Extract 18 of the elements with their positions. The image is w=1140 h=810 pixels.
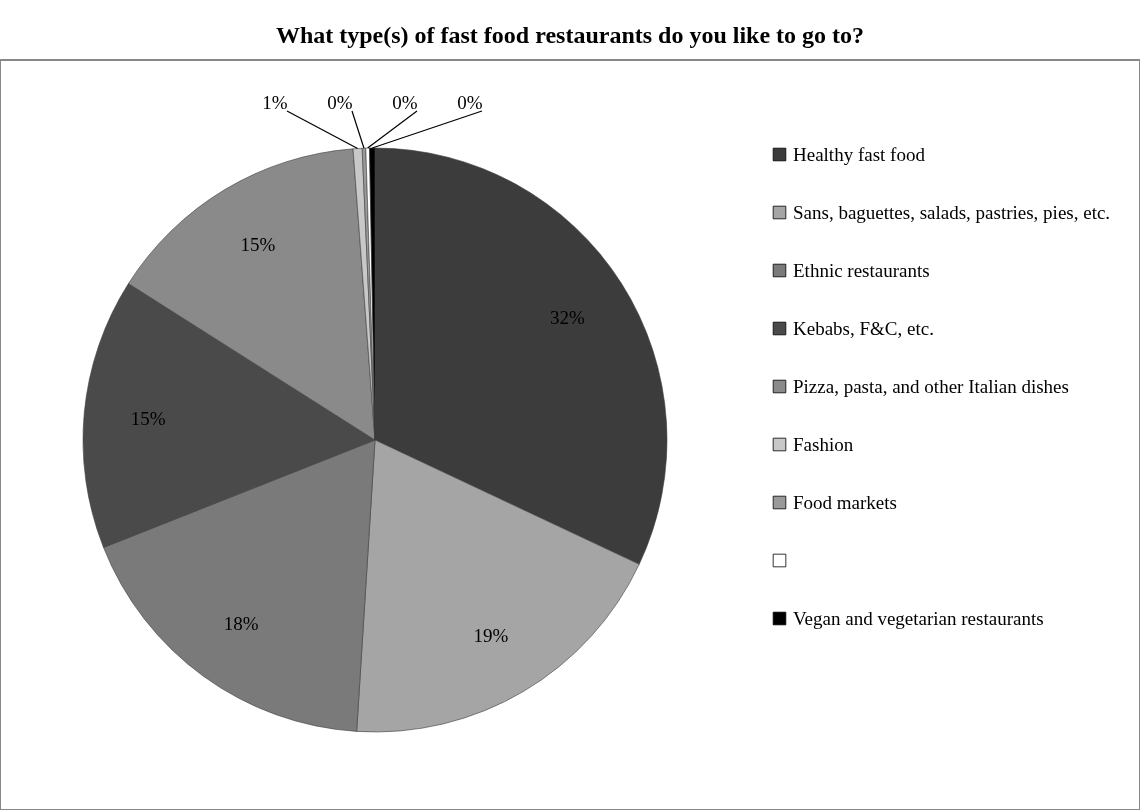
data-label: 15% (130, 407, 166, 429)
data-label: 0% (392, 92, 418, 113)
legend-label: Food markets (793, 491, 897, 513)
legend-label: Sans, baguettes, salads, pastries, pies, etc. (793, 201, 1111, 223)
data-label: 15% (240, 233, 276, 255)
data-label: 1% (262, 92, 288, 113)
data-label: 0% (457, 92, 483, 113)
data-label: 0% (327, 92, 353, 113)
legend-label: Healthy fast food (793, 143, 926, 165)
legend-label: Kebabs, F&C, etc. (793, 317, 934, 339)
data-label: 18% (223, 613, 259, 635)
legend-label: Ethnic restaurants (793, 259, 930, 281)
data-label: 32% (549, 306, 585, 328)
legend-label: Vegan and vegetarian restaurants (793, 607, 1044, 629)
data-label: 19% (473, 625, 509, 647)
legend-label: Fashion (793, 433, 854, 455)
legend-label: Pizza, pasta, and other Italian dishes (793, 375, 1069, 397)
chart-title: What type(s) of fast food restaurants do you like to go to? (275, 22, 865, 48)
